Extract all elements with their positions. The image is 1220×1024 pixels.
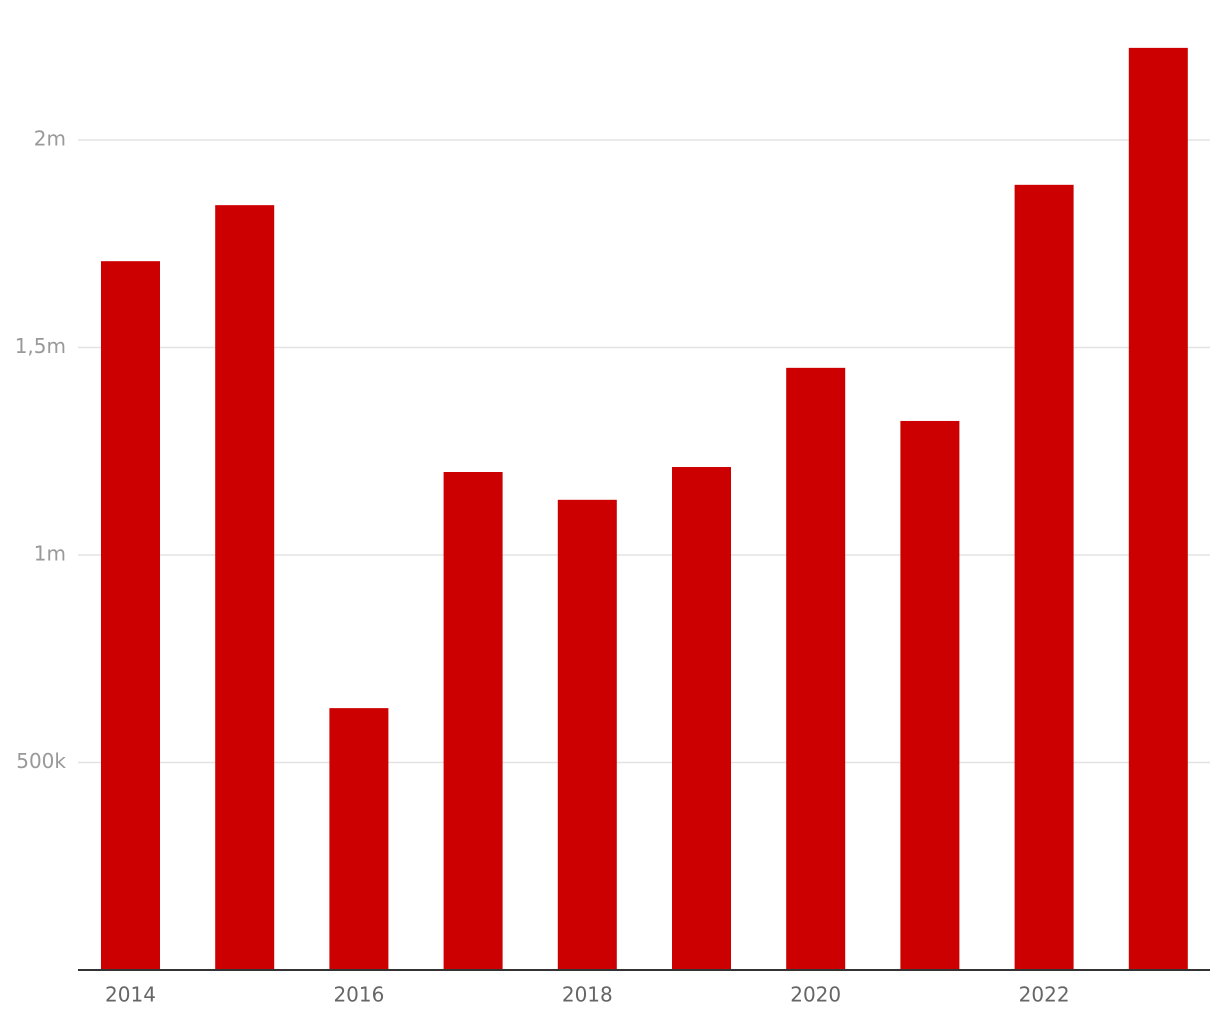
- bar: [329, 708, 389, 970]
- bar: [443, 472, 503, 970]
- y-tick-label: 1,5m: [15, 334, 66, 358]
- y-tick-label: 500k: [16, 749, 66, 773]
- x-tick-label: 2018: [562, 983, 613, 1007]
- bar: [900, 420, 960, 971]
- y-tick-label: 2m: [34, 127, 66, 151]
- bar: [557, 499, 617, 970]
- bar: [786, 367, 846, 971]
- x-tick-label: 2020: [790, 983, 841, 1007]
- bar: [215, 205, 275, 970]
- bar: [1014, 184, 1074, 970]
- bar: [101, 261, 160, 970]
- x-tick-label: 2022: [1019, 983, 1070, 1007]
- x-tick-label: 2016: [333, 983, 384, 1007]
- x-tick-label: 2014: [105, 983, 156, 1007]
- y-tick-label: 1m: [34, 542, 66, 566]
- bar: [1128, 47, 1188, 971]
- bar: [672, 467, 731, 970]
